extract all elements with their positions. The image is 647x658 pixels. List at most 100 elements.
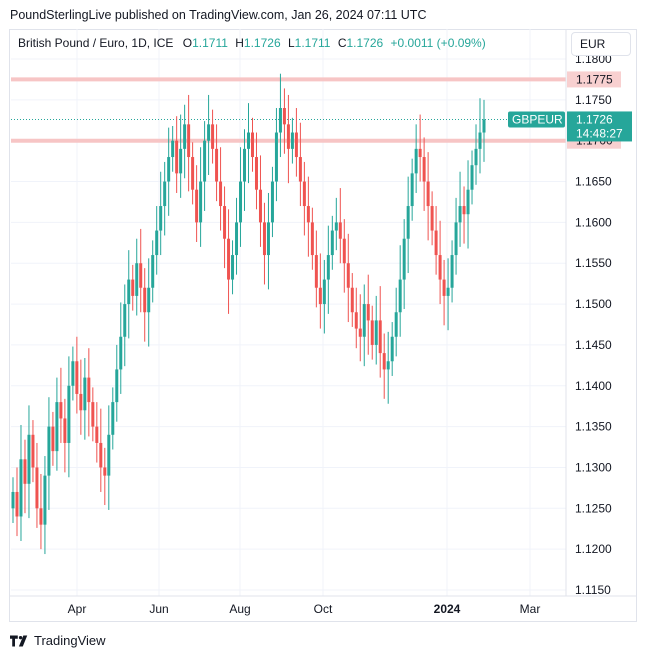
candle-body	[390, 336, 394, 362]
last-price-tag	[567, 111, 632, 142]
candle-body	[63, 418, 67, 443]
candle-body	[322, 279, 326, 305]
candle-body	[111, 402, 115, 435]
candle-body	[410, 173, 414, 207]
candle-body	[75, 361, 79, 394]
candle-body	[235, 222, 239, 256]
candle-body	[195, 189, 199, 223]
candles	[11, 73, 486, 555]
time-tick-label: Apr	[68, 602, 87, 616]
candle-body	[47, 426, 51, 476]
publisher-caption: PoundSterlingLive published on TradingVi…	[10, 8, 427, 22]
price-tick-label: 1.1150	[575, 583, 611, 597]
candle-body	[55, 402, 59, 452]
candle-body	[414, 148, 418, 174]
candle-body	[298, 157, 302, 182]
candle-body	[430, 206, 434, 231]
candle-body	[450, 255, 454, 288]
currency-button[interactable]: EUR	[571, 32, 631, 56]
candle-body	[282, 108, 286, 125]
candle-body	[215, 148, 219, 182]
candle-body	[107, 434, 111, 476]
candle-body	[247, 132, 250, 149]
candle-body	[171, 140, 175, 158]
candle-body	[434, 230, 438, 256]
time-tick-label: Oct	[314, 602, 333, 616]
candle-body	[59, 402, 63, 419]
candle-body	[266, 222, 270, 256]
candle-body	[286, 124, 290, 149]
candle-body	[39, 508, 43, 525]
price-tick-label: 1.1200	[575, 542, 612, 556]
candle-body	[239, 181, 243, 223]
candle-body	[219, 181, 223, 207]
ohlc-legend: British Pound / Euro, 1D, ICE O1.1711 H1…	[18, 36, 486, 50]
price-tick-label: 1.1400	[575, 379, 612, 393]
candle-body	[326, 255, 330, 280]
candle-body	[470, 165, 474, 190]
price-tick-label: 1.1350	[575, 420, 612, 434]
candle-body	[378, 320, 382, 354]
candle-body	[203, 140, 207, 182]
candle-body	[99, 442, 103, 468]
candle-body	[306, 206, 310, 223]
footer[interactable]: TradingView	[10, 633, 106, 648]
candle-body	[382, 353, 386, 370]
candle-body	[131, 279, 135, 296]
price-tick-label: 1.1500	[575, 297, 612, 311]
candle-body	[438, 255, 442, 280]
candle-body	[243, 148, 247, 182]
candle-body	[462, 206, 466, 215]
candle-body	[151, 255, 155, 288]
candle-body	[262, 222, 266, 256]
candle-body	[35, 467, 39, 509]
candle-body	[183, 124, 187, 149]
candle-body	[163, 181, 167, 207]
candle-body	[155, 230, 159, 256]
candle-body	[302, 181, 306, 207]
candle-body	[207, 124, 211, 141]
candle-body	[278, 108, 282, 133]
candle-body	[199, 181, 203, 223]
candle-body	[270, 181, 274, 223]
candle-body	[67, 385, 71, 443]
footer-brand: TradingView	[34, 633, 106, 648]
candle-body	[402, 238, 406, 280]
candle-body	[422, 157, 426, 182]
price-tick-label: 1.1550	[575, 256, 612, 270]
candle-body	[330, 230, 334, 256]
candle-body	[358, 328, 362, 337]
candle-body	[274, 132, 278, 182]
candle-body	[231, 255, 235, 280]
candle-body	[394, 312, 398, 337]
candle-body	[250, 132, 254, 158]
candle-body	[318, 287, 322, 305]
candle-body	[23, 459, 27, 484]
candle-body	[175, 140, 179, 174]
time-tick-label: Mar	[520, 602, 541, 616]
countdown-label: 14:48:27	[576, 126, 623, 140]
candle-body	[103, 467, 107, 476]
open-value: 1.1711	[192, 36, 228, 50]
candle-body	[11, 491, 15, 509]
candle-body	[342, 238, 346, 264]
candle-body	[191, 157, 195, 190]
candle-body	[135, 263, 139, 296]
candle-body	[366, 304, 370, 321]
candle-body	[346, 263, 350, 288]
candle-body	[127, 279, 131, 305]
level-price-tag	[567, 71, 621, 88]
candle-body	[143, 287, 147, 313]
candle-body	[314, 255, 318, 288]
candle-body	[426, 181, 430, 207]
candle-body	[446, 287, 450, 296]
symbol-description: British Pound / Euro, 1D, ICE	[18, 36, 174, 50]
candle-body	[119, 336, 123, 370]
candle-body	[374, 320, 378, 345]
candle-body	[223, 206, 227, 239]
price-tick-label: 1.1300	[575, 460, 612, 474]
last-price-label: 1.1726	[576, 112, 613, 126]
price-tick-label: 1.1450	[575, 338, 612, 352]
